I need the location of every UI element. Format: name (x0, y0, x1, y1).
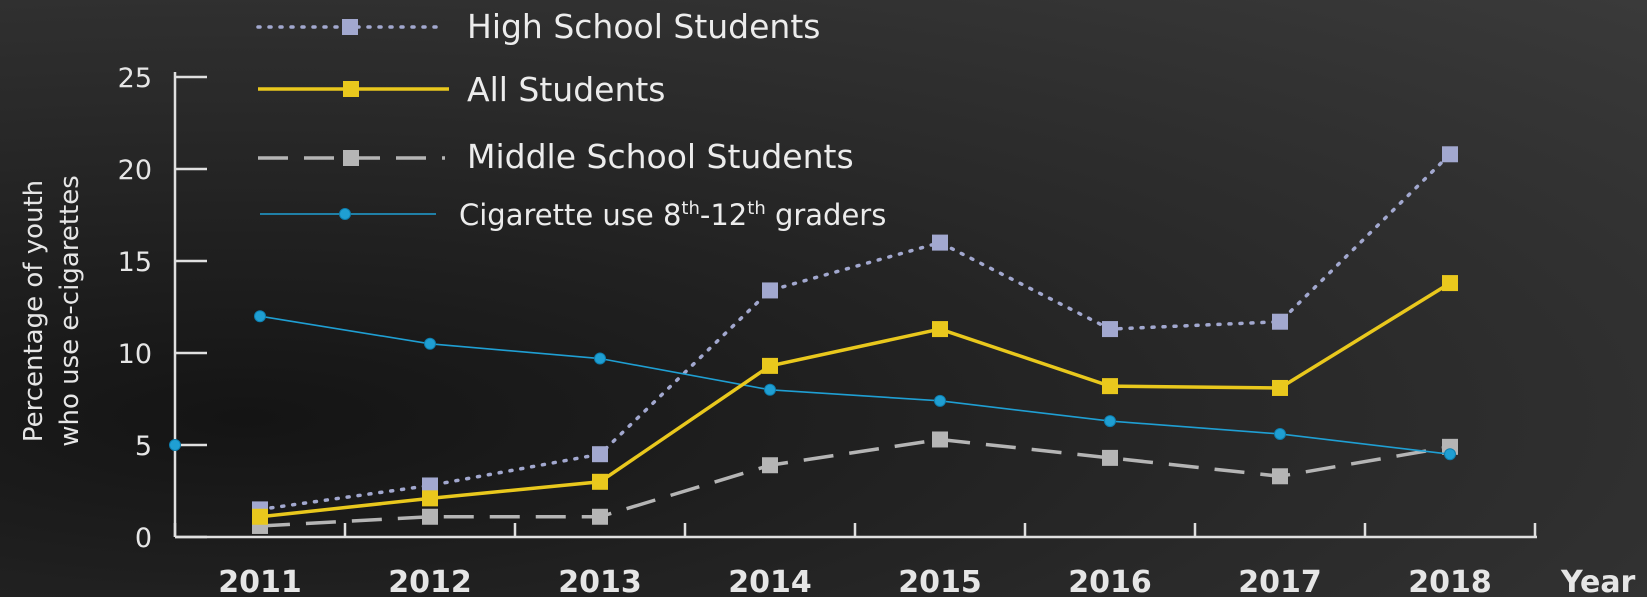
data-point (1272, 379, 1288, 396)
x-tick-label: 2016 (1068, 565, 1152, 597)
data-point (424, 337, 436, 350)
y-tick-label: 15 (118, 247, 152, 278)
x-tick-label: 2017 (1238, 565, 1322, 597)
data-point (932, 431, 948, 448)
legend-label-high-school: High School Students (467, 7, 820, 46)
legend-label-middle-school: Middle School Students (467, 137, 854, 176)
data-point (1272, 468, 1288, 485)
data-point (1102, 449, 1118, 466)
data-point (764, 383, 776, 396)
data-point (762, 357, 778, 374)
data-point (1272, 313, 1288, 330)
legend-label-cigarette: Cigarette use 8th-12th graders (459, 198, 886, 232)
data-point (422, 490, 438, 507)
data-point (254, 310, 266, 323)
legend-item-all-students: All Students (258, 70, 666, 109)
series-1 (252, 275, 1458, 525)
legend-marker-high-school (342, 19, 358, 35)
data-point (592, 446, 608, 463)
legend-item-cigarette: Cigarette use 8th-12th graders (260, 198, 886, 232)
y-axis-title-line1: Percentage of youth (19, 180, 49, 442)
data-point (1104, 415, 1116, 428)
x-tick-label: 2013 (558, 565, 642, 597)
data-point (1442, 275, 1458, 292)
x-tick-label: 2011 (218, 565, 302, 597)
y-axis-title-line2: who use e-cigarettes (55, 175, 85, 447)
data-point (932, 321, 948, 338)
legend-marker-all-students (343, 81, 359, 97)
data-point (932, 234, 948, 251)
x-axis-title: Year (1560, 565, 1636, 597)
data-point (422, 508, 438, 525)
series-layer (169, 146, 1458, 534)
data-point (1274, 427, 1286, 440)
y-tick-label: 5 (135, 431, 152, 462)
x-tick-label: 2015 (898, 565, 982, 597)
x-ticks: 2011 2012 2013 2014 2015 2016 2017 2018 (173, 523, 1537, 597)
legend-item-high-school: High School Students (256, 7, 820, 46)
data-point (934, 394, 946, 407)
y-ticks: 0 5 10 15 20 25 (118, 63, 207, 554)
legend-marker-cigarette (339, 208, 351, 220)
data-point (592, 508, 608, 525)
legend-marker-middle-school (343, 150, 359, 166)
data-point (762, 282, 778, 299)
data-point (1444, 448, 1456, 461)
legend-item-middle-school: Middle School Students (258, 137, 854, 176)
series-line (259, 281, 1451, 519)
y-tick-label: 0 (135, 523, 152, 554)
data-point (592, 473, 608, 490)
y-tick-label: 20 (118, 155, 152, 186)
x-tick-label: 2014 (728, 565, 812, 597)
series-line (259, 437, 1451, 528)
series-line (258, 152, 1452, 512)
data-point (422, 477, 438, 494)
data-point (762, 457, 778, 474)
legend-label-all-students: All Students (467, 70, 666, 109)
data-point (1102, 321, 1118, 338)
y-tick-label: 25 (118, 63, 152, 94)
x-tick-label: 2012 (388, 565, 472, 597)
series-3 (254, 310, 1456, 461)
y-tick-label: 10 (118, 339, 152, 370)
data-point (594, 352, 606, 365)
data-point (1442, 146, 1458, 163)
data-point (252, 508, 268, 525)
data-point (1102, 378, 1118, 395)
x-tick-label: 2018 (1408, 565, 1492, 597)
series-line (259, 315, 1451, 455)
legend: High School Students All Students Middle… (256, 7, 886, 232)
data-point-extra (169, 439, 181, 451)
